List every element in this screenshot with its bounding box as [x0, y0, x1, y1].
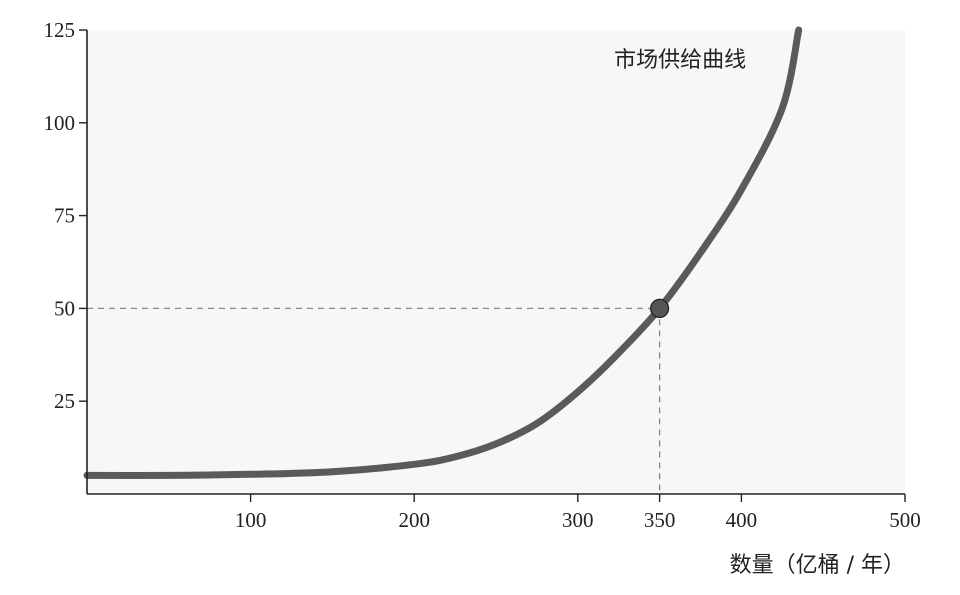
- x-tick-label: 200: [398, 508, 430, 532]
- y-tick-label: 75: [54, 204, 75, 228]
- y-tick-label: 50: [54, 296, 75, 320]
- x-axis-label: 数量（亿桶 / 年）: [730, 553, 905, 578]
- y-tick-label: 125: [44, 18, 76, 42]
- x-tick-label: 500: [889, 508, 921, 532]
- y-tick-label: 100: [44, 111, 76, 135]
- x-tick-label: 300: [562, 508, 594, 532]
- axes: [86, 30, 905, 495]
- market-supply-curve: [83, 26, 803, 479]
- x-tick-label: 400: [726, 508, 758, 532]
- x-tick-label: 100: [235, 508, 267, 532]
- plot-background: [87, 30, 905, 494]
- y-axis-ticks: 25 50 75 100 125: [44, 18, 87, 413]
- curve-label: 市场供给曲线: [614, 48, 746, 73]
- x-axis-ticks: 100 200 300 350 400 500: [235, 494, 921, 532]
- equilibrium-point: [649, 298, 670, 318]
- y-tick-label: 25: [54, 389, 75, 413]
- guide-lines: [87, 307, 661, 494]
- x-tick-label: 350: [644, 508, 676, 532]
